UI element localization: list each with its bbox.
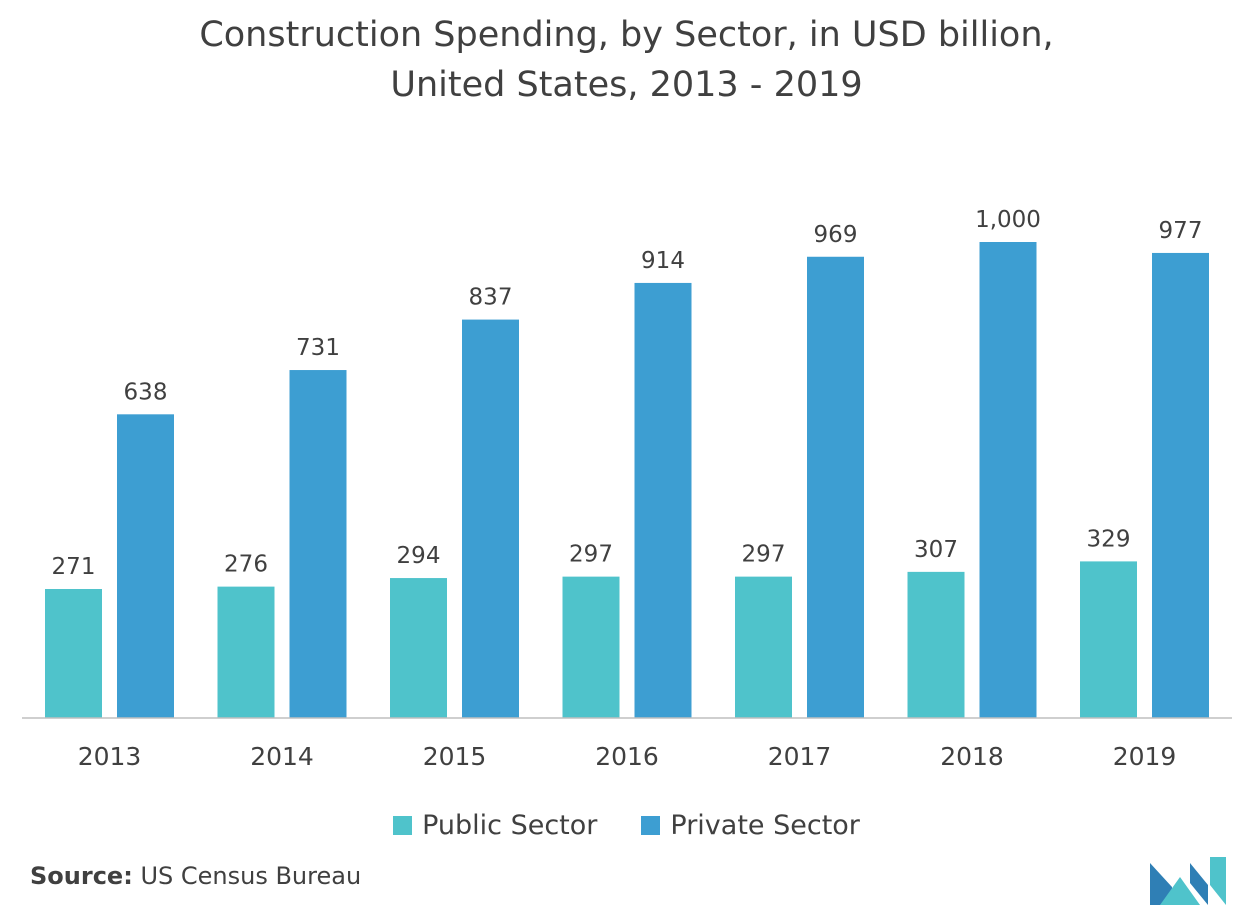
- bar-private-2019: [1152, 252, 1209, 718]
- bar-public-2017: [735, 576, 792, 718]
- bar-private-2016: [634, 282, 692, 718]
- data-label-public-2015: 294: [397, 543, 441, 569]
- x-tick-label-2014: 2014: [250, 742, 314, 771]
- chart-title-line-2: United States, 2013 - 2019: [390, 65, 863, 105]
- bar-public-2018: [907, 571, 965, 718]
- legend-item-public: Public Sector: [393, 810, 597, 841]
- data-label-private-2014: 731: [296, 335, 340, 361]
- source-note: Source: US Census Bureau: [30, 862, 361, 890]
- x-tick-label-2018: 2018: [940, 742, 1004, 771]
- data-label-private-2016: 914: [641, 248, 685, 274]
- bar-private-2015: [462, 319, 519, 718]
- bar-private-2018: [979, 242, 1037, 718]
- bar-public-2014: [217, 586, 275, 718]
- x-tick-label-2016: 2016: [595, 742, 659, 771]
- bar-public-2015: [390, 578, 447, 718]
- bar-public-2013: [45, 589, 102, 718]
- data-label-private-2017: 969: [814, 222, 858, 248]
- legend-label-private: Private Sector: [670, 810, 860, 841]
- bar-public-2019: [1080, 561, 1137, 718]
- bar-private-2014: [289, 370, 347, 718]
- data-label-public-2016: 297: [569, 542, 613, 568]
- source-text: US Census Bureau: [140, 862, 362, 890]
- bar-public-2016: [562, 576, 620, 718]
- data-label-private-2019: 977: [1159, 218, 1203, 244]
- chart-title-line-1: Construction Spending, by Sector, in USD…: [199, 15, 1054, 55]
- x-tick-label-2013: 2013: [78, 742, 142, 771]
- x-tick-label-2019: 2019: [1113, 742, 1177, 771]
- data-label-private-2018: 1,000: [975, 207, 1041, 233]
- data-label-public-2017: 297: [742, 542, 786, 568]
- bar-private-2017: [807, 256, 864, 718]
- x-tick-label-2015: 2015: [423, 742, 487, 771]
- logo-shape-right-a: [1190, 863, 1208, 905]
- source-label: Source:: [30, 862, 133, 890]
- data-label-private-2015: 837: [469, 285, 513, 311]
- legend-item-private: Private Sector: [641, 810, 860, 841]
- legend-swatch-private: [641, 816, 661, 835]
- bar-chart: 271 638 2013 276 731 2014 294 837 2015 297 914 2016…: [22, 207, 1232, 771]
- data-label-public-2014: 276: [224, 552, 268, 578]
- chart-legend: Public Sector Private Sector: [0, 810, 1253, 841]
- mordor-logo-icon: [1150, 857, 1226, 905]
- logo-shape-right-b: [1210, 857, 1226, 905]
- bar-private-2013: [117, 414, 174, 718]
- logo-shape-mid: [1160, 877, 1200, 905]
- data-label-public-2018: 307: [914, 537, 958, 563]
- data-label-public-2013: 271: [52, 554, 96, 580]
- data-label-public-2019: 329: [1087, 526, 1131, 552]
- chart-title: Construction Spending, by Sector, in USD…: [0, 10, 1253, 110]
- x-tick-label-2017: 2017: [768, 742, 832, 771]
- legend-label-public: Public Sector: [422, 810, 598, 841]
- data-label-private-2013: 638: [124, 379, 168, 405]
- legend-swatch-public: [393, 816, 413, 835]
- logo-shape-left: [1150, 863, 1172, 905]
